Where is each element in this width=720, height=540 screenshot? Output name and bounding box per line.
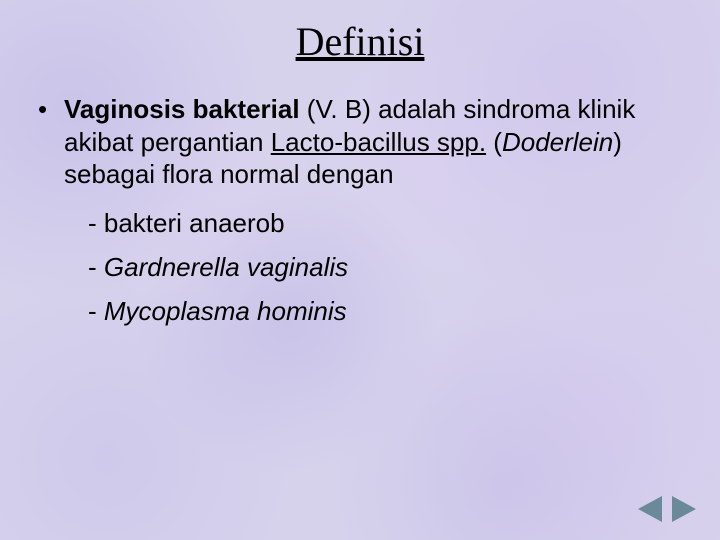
bullet-item: • Vaginosis bakterial (V. B) adalah sind… — [30, 93, 690, 191]
term-gardnerella: Gardnerella vaginalis — [104, 252, 348, 282]
body-paragraph: Vaginosis bakterial (V. B) adalah sindro… — [64, 93, 690, 191]
slide-title: Definisi — [30, 18, 690, 65]
term-doderlein: Doderlein — [502, 127, 613, 157]
sub-item-2-prefix: - — [88, 252, 104, 282]
sub-item-3: - Mycoplasma hominis — [88, 291, 690, 331]
next-slide-icon[interactable] — [672, 496, 696, 522]
prev-slide-icon[interactable] — [638, 496, 662, 522]
sub-item-1: - bakteri anaerob — [88, 203, 690, 243]
sub-list: - bakteri anaerob - Gardnerella vaginali… — [30, 203, 690, 332]
sub-item-2: - Gardnerella vaginalis — [88, 247, 690, 287]
nav-controls — [638, 496, 696, 522]
term-lactobacillus: Lacto-bacillus spp. — [271, 127, 486, 157]
sub-item-3-prefix: - — [88, 296, 104, 326]
term-vaginosis-bakterial: Vaginosis bakterial — [64, 94, 300, 124]
slide-container: Definisi • Vaginosis bakterial (V. B) ad… — [0, 0, 720, 540]
term-mycoplasma: Mycoplasma hominis — [104, 296, 347, 326]
body-text-seg4: ( — [486, 127, 502, 157]
bullet-glyph: • — [30, 93, 64, 126]
